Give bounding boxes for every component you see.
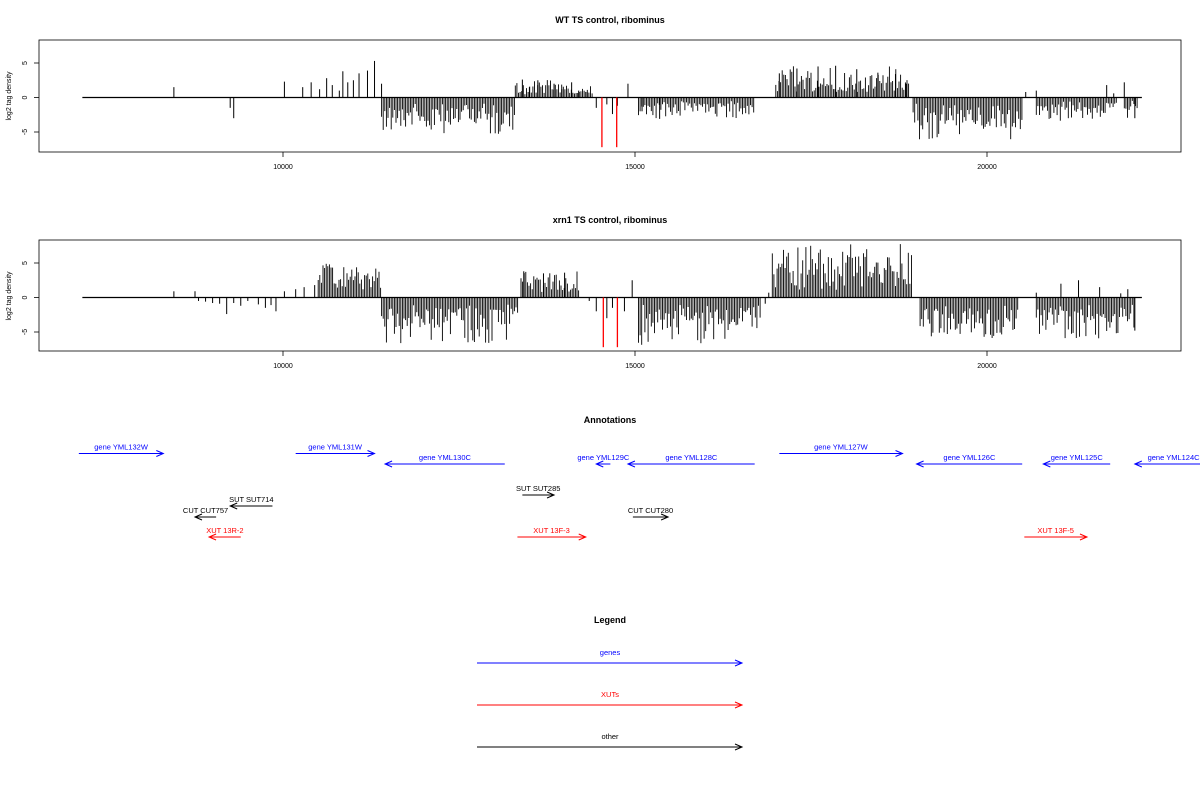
plot-frame	[38, 39, 1182, 153]
panel-xrn1-ts-control: xrn1 TS control, ribominus log2 tag dens…	[6, 215, 1182, 370]
feature-arrow: CUT CUT757	[183, 506, 228, 521]
y-tick-label: -5	[22, 129, 29, 135]
feature-arrow: gene YML131W	[295, 443, 376, 457]
legend-arrow: genes	[477, 648, 744, 667]
legend-label: genes	[600, 648, 621, 657]
legend-arrow: other	[477, 732, 744, 751]
feature-label: SUT SUT285	[516, 484, 560, 493]
feature-label: XUT 13F-5	[1037, 526, 1074, 535]
feature-arrow: CUT CUT280	[628, 506, 673, 521]
legend-label: XUTs	[601, 690, 619, 699]
legend-label: other	[601, 732, 619, 741]
feature-label: CUT CUT280	[628, 506, 673, 515]
legend-entries: genes XUTs other	[477, 648, 744, 751]
feature-label: gene YML129C	[577, 453, 630, 462]
feature-arrow: gene YML129C	[577, 453, 630, 468]
y-tick-label: 5	[22, 261, 29, 265]
axis-ticks: 10000 15000 20000 5 0 -5	[22, 261, 997, 370]
data-bars	[82, 60, 1142, 148]
x-tick-label: 10000	[273, 164, 293, 171]
legend-title: Legend	[594, 615, 626, 625]
feature-arrow: XUT 13F-5	[1024, 526, 1089, 541]
axis-ticks: 10000 15000 20000 5 0 -5	[22, 61, 997, 171]
feature-label: gene YML130C	[419, 453, 472, 462]
x-tick-label: 20000	[977, 363, 997, 370]
y-tick-label: 0	[22, 295, 29, 299]
y-tick-label: -5	[22, 329, 29, 335]
feature-arrow: gene YML126C	[915, 453, 1023, 468]
y-tick-label: 5	[22, 61, 29, 65]
feature-label: XUT 13R-2	[206, 526, 243, 535]
legend: Legend genes XUTs other	[477, 615, 744, 751]
feature-label: gene YML124C	[1148, 453, 1200, 462]
feature-arrow: gene YML130C	[383, 453, 505, 468]
feature-label: gene YML132W	[94, 443, 149, 452]
annotations-track: Annotations gene YML132W gene YML131Wgene…	[78, 415, 1200, 541]
x-tick-label: 10000	[273, 363, 293, 370]
legend-arrow: XUTs	[477, 690, 744, 709]
feature-arrow: gene YML127W	[779, 443, 904, 457]
x-tick-label: 15000	[625, 363, 645, 370]
feature-arrow: XUT 13R-2	[206, 526, 244, 541]
feature-label: gene YML126C	[943, 453, 996, 462]
feature-arrow: gene YML132W	[78, 443, 165, 457]
feature-arrow: gene YML128C	[626, 453, 755, 468]
y-tick-label: 0	[22, 95, 29, 99]
feature-label: gene YML128C	[665, 453, 718, 462]
data-bars	[82, 244, 1142, 348]
feature-label: gene YML131W	[308, 443, 363, 452]
x-tick-label: 15000	[625, 164, 645, 171]
annotations-title: Annotations	[584, 415, 637, 425]
annotation-features: gene YML132W gene YML131W gene YML130C gene…	[78, 443, 1200, 541]
plot-frame	[38, 239, 1182, 352]
x-tick-label: 20000	[977, 164, 997, 171]
panel-title: WT TS control, ribominus	[555, 15, 665, 25]
feature-arrow: gene YML124C	[1133, 453, 1200, 468]
y-axis-label: log2 tag density	[6, 271, 13, 321]
feature-label: XUT 13F-3	[533, 526, 570, 535]
feature-arrow: gene YML125C	[1042, 453, 1111, 468]
feature-label: CUT CUT757	[183, 506, 228, 515]
y-axis-label: log2 tag density	[6, 71, 13, 121]
feature-label: SUT SUT714	[229, 495, 273, 504]
feature-arrow: XUT 13F-3	[517, 526, 587, 541]
feature-arrow: SUT SUT714	[228, 495, 274, 510]
panel-wt-ts-control: WT TS control, ribominus log2 tag densit…	[6, 15, 1182, 171]
feature-label: gene YML125C	[1051, 453, 1104, 462]
feature-arrow: SUT SUT285	[516, 484, 560, 499]
feature-label: gene YML127W	[814, 443, 869, 452]
panel-title: xrn1 TS control, ribominus	[553, 215, 668, 225]
